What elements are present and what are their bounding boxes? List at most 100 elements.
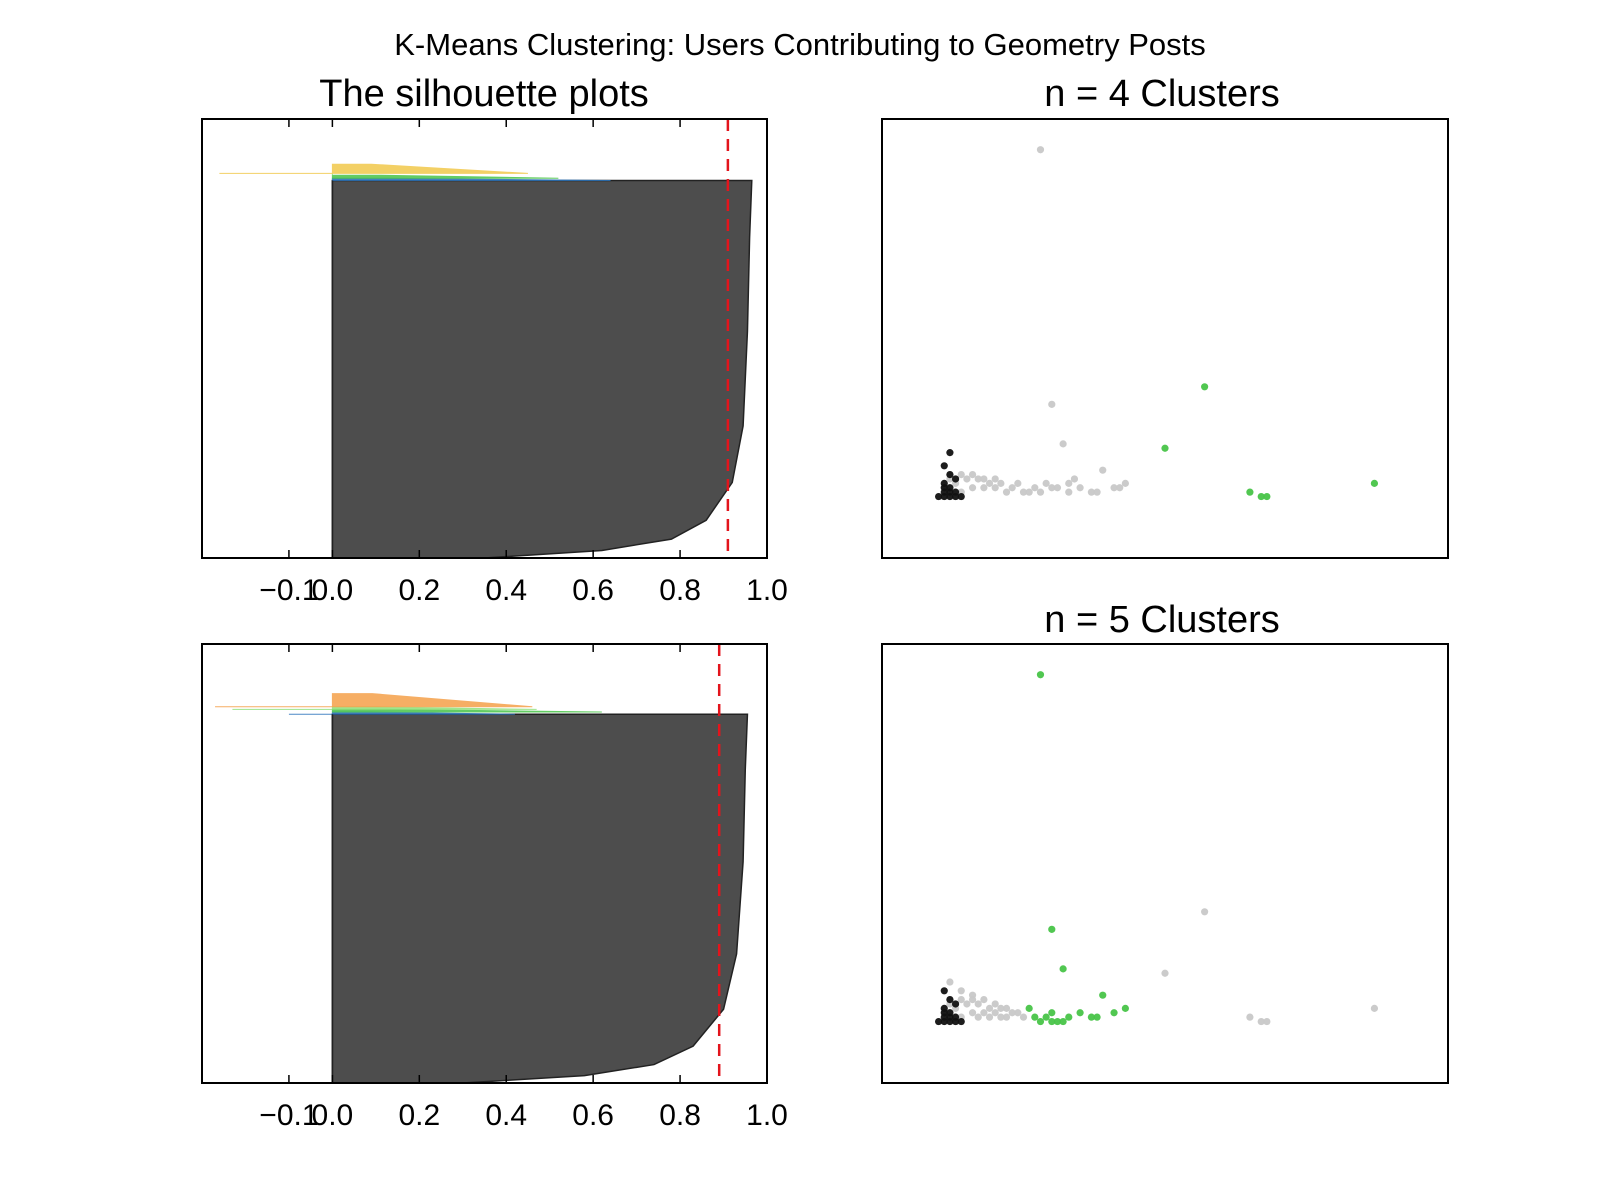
scatter-point-light-gray bbox=[968, 1009, 977, 1017]
xtick-label: 0.2 bbox=[398, 574, 440, 607]
scatter-point-green bbox=[1110, 1009, 1118, 1017]
scatter-point-light-gray bbox=[957, 470, 965, 479]
scatter-point-light-gray bbox=[1019, 488, 1028, 496]
scatter-point-light-gray bbox=[991, 484, 999, 492]
scatter-point-black bbox=[951, 492, 960, 501]
scatter-point-light-gray bbox=[1116, 484, 1124, 492]
scatter-point-black bbox=[951, 1000, 960, 1008]
scatter-point-light-gray bbox=[1031, 484, 1039, 492]
scatter-point-green bbox=[1076, 1009, 1084, 1017]
scatter-point-light-gray bbox=[1065, 488, 1073, 496]
silhouette-cluster-0 bbox=[331, 713, 749, 1084]
scatter-point-light-gray bbox=[1036, 488, 1045, 496]
scatter-point-light-gray bbox=[1070, 475, 1079, 483]
scatter-point-light-gray bbox=[1025, 488, 1033, 496]
scatter-points-n5 bbox=[935, 671, 1379, 1026]
scatter-point-light-gray bbox=[1121, 479, 1129, 487]
scatter-point-green bbox=[1201, 383, 1209, 391]
scatter-point-black bbox=[946, 484, 954, 492]
scatter-point-green bbox=[1031, 1013, 1039, 1021]
silhouette-xticks-n5: −0.10.0 0.2 0.4 0.6 0.8 1.0 bbox=[259, 644, 788, 1132]
scatter-point-light-gray bbox=[963, 1000, 971, 1008]
scatter-point-light-gray bbox=[991, 1000, 999, 1008]
xtick-label: 0.4 bbox=[485, 574, 527, 607]
scatter-point-light-gray bbox=[991, 475, 999, 483]
xtick-label: 1.0 bbox=[746, 574, 788, 607]
scatter-point-green bbox=[1370, 479, 1379, 487]
xtick-label: 0.8 bbox=[659, 574, 701, 607]
scatter-point-green bbox=[1059, 965, 1067, 973]
scatter-point-light-gray bbox=[968, 484, 977, 492]
silhouette-axes-frame bbox=[201, 118, 768, 559]
xtick-label: 0.6 bbox=[572, 574, 614, 607]
scatter-point-green bbox=[1036, 1017, 1045, 1026]
xtick-label: 0.8 bbox=[659, 1099, 701, 1132]
scatter-point-light-gray bbox=[1099, 466, 1107, 474]
xtick-label: 0.6 bbox=[572, 1099, 614, 1132]
scatter-point-black bbox=[940, 987, 948, 995]
scatter-plot-n4: n = 4 Clusters bbox=[881, 73, 1449, 559]
scatter-point-black bbox=[946, 1017, 954, 1026]
scatter-point-black bbox=[946, 1009, 954, 1017]
scatter-point-light-gray bbox=[980, 484, 988, 492]
scatter-points-n4 bbox=[935, 146, 1379, 501]
scatter-point-light-gray bbox=[968, 995, 977, 1004]
scatter-point-green bbox=[1059, 1017, 1067, 1026]
silhouette-plot-n5: −0.10.0 0.2 0.4 0.6 0.8 1.0 bbox=[201, 643, 788, 1132]
scatter-point-light-gray bbox=[1014, 1009, 1022, 1017]
figure-suptitle: K-Means Clustering: Users Contributing t… bbox=[394, 27, 1205, 62]
scatter-point-light-gray bbox=[985, 1004, 994, 1012]
scatter-point-light-gray bbox=[980, 995, 988, 1004]
scatter-point-light-gray bbox=[1065, 479, 1073, 487]
scatter-point-light-gray bbox=[974, 475, 982, 483]
xtick-label: 0.0 bbox=[312, 1099, 354, 1132]
scatter-point-black bbox=[935, 1017, 943, 1026]
scatter-point-light-gray bbox=[957, 987, 965, 995]
scatter-point-green bbox=[1036, 671, 1045, 679]
scatter-point-green bbox=[1053, 1017, 1062, 1026]
scatter-point-black bbox=[957, 1017, 965, 1026]
scatter-point-green bbox=[1246, 488, 1254, 496]
scatter-point-black bbox=[940, 1017, 948, 1026]
scatter-point-black bbox=[946, 470, 954, 479]
scatter-point-light-gray bbox=[946, 978, 954, 986]
scatter-point-black bbox=[951, 1017, 960, 1026]
xtick-label: 0.2 bbox=[398, 1099, 440, 1132]
scatter-point-light-gray bbox=[997, 479, 1005, 487]
silhouette-axes-frame-n5 bbox=[201, 643, 768, 1084]
scatter-point-black bbox=[946, 492, 954, 501]
scatter-point-green bbox=[1121, 1004, 1129, 1012]
silhouette-xticks-n4: −0.10.0 0.2 0.4 0.6 0.8 1.0 bbox=[259, 119, 788, 607]
scatter-point-light-gray bbox=[1002, 488, 1011, 496]
scatter-point-light-gray bbox=[1076, 484, 1084, 492]
silhouette-cluster-4 bbox=[215, 693, 533, 708]
scatter-point-light-gray bbox=[997, 1013, 1005, 1021]
scatter-point-green bbox=[1048, 1009, 1056, 1017]
scatter-point-light-gray bbox=[1257, 1017, 1265, 1026]
scatter-point-light-gray bbox=[1008, 1009, 1016, 1017]
scatter-point-light-gray bbox=[997, 1004, 1005, 1012]
scatter-point-light-gray bbox=[980, 475, 988, 483]
scatter-point-light-gray bbox=[985, 1013, 994, 1021]
scatter-point-green bbox=[1099, 991, 1107, 999]
scatter-point-light-gray bbox=[1263, 1017, 1271, 1026]
scatter-point-green bbox=[1048, 1017, 1056, 1026]
silhouette-marks-n4 bbox=[219, 119, 753, 559]
scatter-point-light-gray bbox=[963, 475, 971, 483]
silhouette-marks-n5 bbox=[215, 644, 749, 1084]
scatter-point-light-gray bbox=[1093, 488, 1101, 496]
scatter-point-light-gray bbox=[1059, 440, 1067, 448]
scatter-point-light-gray bbox=[1370, 1004, 1379, 1012]
scatter-point-black bbox=[946, 995, 954, 1004]
xtick-label: −0.1 bbox=[259, 1099, 318, 1132]
scatter-point-light-gray bbox=[1042, 479, 1050, 487]
scatter-point-green bbox=[1257, 492, 1265, 501]
silhouette-cluster-2 bbox=[331, 174, 559, 179]
silhouette-cluster-4 bbox=[219, 163, 528, 174]
scatter-point-green bbox=[1048, 925, 1056, 933]
scatter-point-black bbox=[940, 492, 948, 501]
xtick-label: 1.0 bbox=[746, 1099, 788, 1132]
scatter-point-light-gray bbox=[1014, 479, 1022, 487]
scatter-point-light-gray bbox=[1110, 484, 1118, 492]
